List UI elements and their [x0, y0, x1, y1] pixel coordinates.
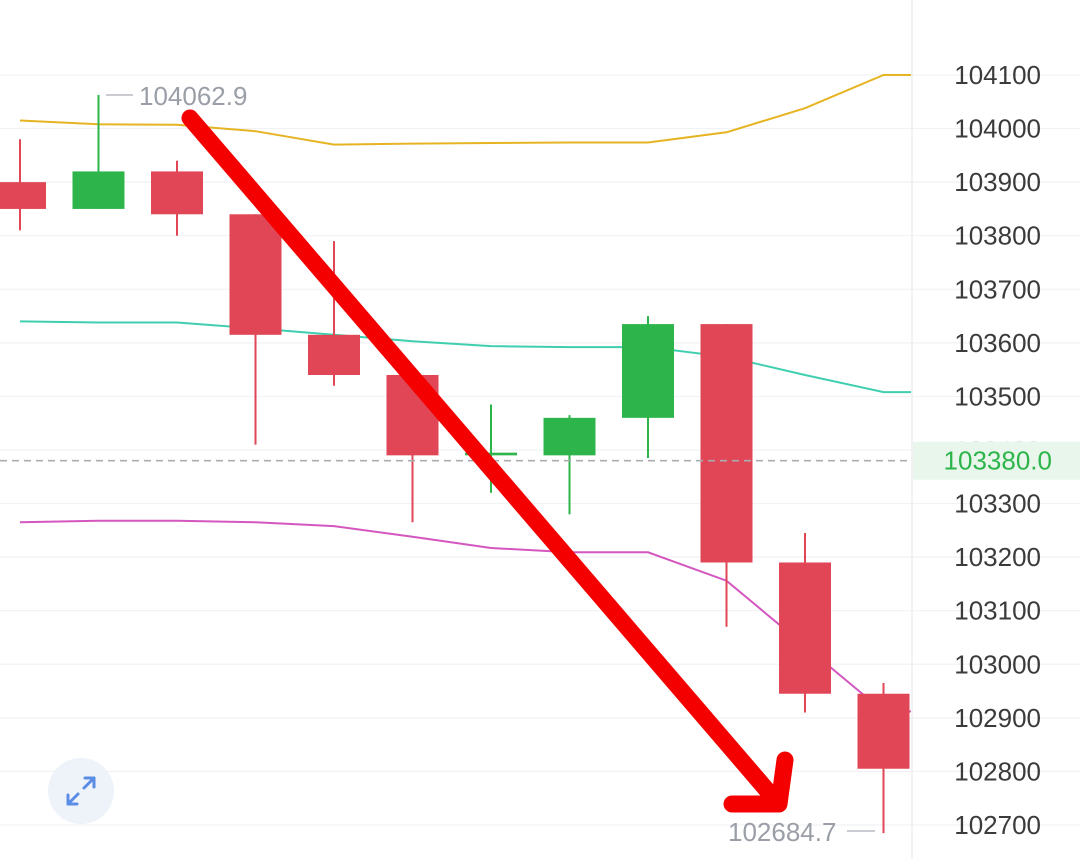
y-tick-label: 103500: [954, 381, 1041, 411]
y-tick-label: 103900: [954, 167, 1041, 197]
candle-body: [465, 452, 517, 456]
y-tick-label: 103700: [954, 274, 1041, 304]
red-arrow-annotation: [181, 109, 794, 813]
last-price-label: 103380.0: [944, 446, 1052, 476]
expand-arrows-icon: [61, 771, 101, 811]
candle: [0, 139, 46, 231]
y-tick-label: 102800: [954, 756, 1041, 786]
candle: [779, 533, 831, 713]
grid-lines: [0, 74, 1080, 826]
candle: [857, 683, 910, 834]
last-price-marker: 103380.0: [0, 441, 1080, 480]
y-tick-label: 103000: [954, 649, 1041, 679]
candle: [151, 160, 203, 236]
candle-body: [779, 562, 831, 694]
y-axis: 102700 102800 102900 103000 103100 103200 1033…: [954, 60, 1041, 840]
y-tick-label: 104000: [954, 114, 1041, 144]
y-tick-label: 103100: [954, 596, 1041, 626]
low-marker: 102684.7: [728, 817, 875, 847]
expand-button[interactable]: [48, 758, 114, 824]
candle-body: [0, 182, 46, 209]
high-marker: 104062.9: [106, 81, 247, 111]
candle-body: [72, 171, 125, 209]
indicator-bands: [19, 74, 911, 713]
y-tick-label: 103200: [954, 542, 1041, 572]
candle-body: [700, 324, 753, 563]
candle: [72, 94, 125, 209]
last-price-badge: [913, 441, 1080, 480]
candle: [229, 214, 282, 445]
y-tick-label: 103800: [954, 221, 1041, 251]
candle: [700, 324, 753, 627]
candle: [308, 241, 360, 386]
band-line-3: [19, 519, 911, 713]
candle-body: [857, 693, 910, 769]
candle-body: [308, 334, 360, 375]
y-tick-label: 103600: [954, 328, 1041, 358]
candle-body: [151, 171, 203, 215]
arrow-shaft: [181, 109, 781, 805]
candle: [543, 415, 596, 515]
candle-body: [229, 214, 282, 335]
low-label: 102684.7: [728, 817, 836, 847]
candle-body: [543, 417, 596, 456]
y-tick-label: 103300: [954, 489, 1041, 519]
y-tick-label: 102700: [954, 810, 1041, 840]
band-line-1: [19, 74, 911, 146]
candle-body: [622, 324, 674, 418]
y-tick-label: 102900: [954, 703, 1041, 733]
arrow-head: [723, 751, 794, 813]
candles: [0, 94, 910, 834]
band-line-2: [19, 320, 911, 394]
high-label: 104062.9: [139, 81, 247, 111]
candle: [622, 316, 674, 459]
y-tick-label: 104100: [954, 60, 1041, 90]
